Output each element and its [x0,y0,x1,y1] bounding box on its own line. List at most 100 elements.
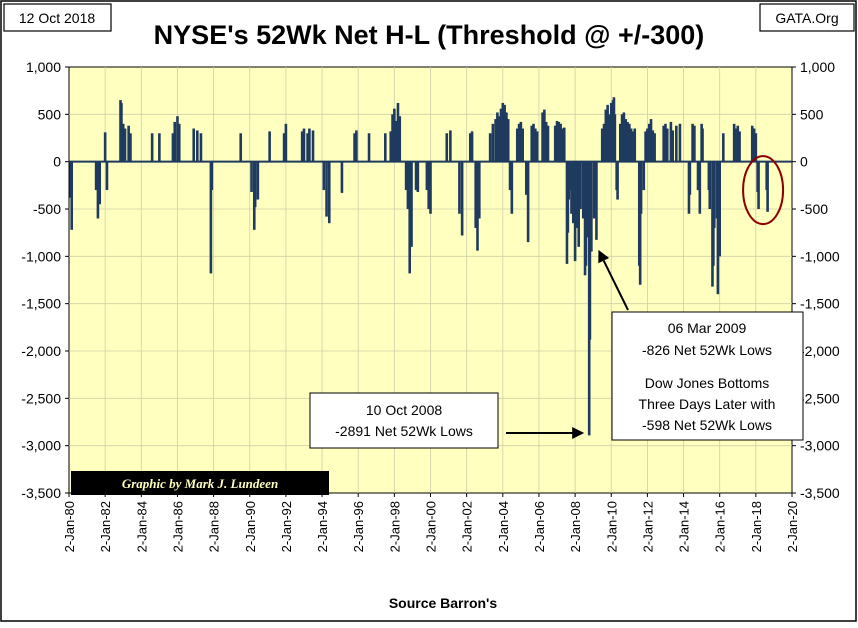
bar [394,120,398,162]
chart-title: NYSE's 52Wk Net H-L (Threshold @ +/-300) [154,20,705,50]
y-tick-label-right: -3,000 [800,438,840,454]
bar [532,123,535,162]
bar [488,133,492,162]
x-tick-label: 2-Jan-12 [640,501,655,552]
bar [460,161,464,236]
annotation-mar2009-line2: -826 Net 52Wk Lows [642,342,772,358]
bar [103,132,107,162]
x-axis: 2-Jan-80 2-Jan-82 2-Jan-84 2-Jan-86 2-Jan-88… [62,493,800,552]
x-tick-label: 2-Jan-16 [713,501,728,552]
annotation-oct2008-line2: -2891 Net 52Wk Lows [335,423,473,439]
bar [561,128,564,162]
y-tick-label-right: 0 [800,154,808,170]
bar [239,133,243,162]
y-tick-label-right: -2,000 [800,343,840,359]
annotation-oct2008-box [309,392,499,449]
bar [398,116,402,162]
bar [123,128,127,162]
bar [613,114,617,162]
bar [521,128,524,162]
bar [546,125,550,162]
annotation-mar2009-arrow [602,260,629,311]
bar [631,131,635,162]
bar [559,123,562,162]
date-label: 12 Oct 2018 [19,10,95,26]
bar [98,161,102,205]
y-tick-label-right: -3,500 [800,485,840,501]
bar [562,127,566,162]
bar [105,161,109,191]
bar [716,161,720,295]
highlight-circle [742,155,785,226]
annotation-mar2009-line6: -598 Net 52Wk Lows [642,417,772,433]
credit-banner: Graphic by Mark J. Lundeen [71,471,329,495]
y-tick-label-right: -500 [800,201,828,217]
bar [384,133,387,162]
bar [573,161,577,262]
site-box: GATA.Org [759,3,855,32]
y-tick-label-right: -1,000 [800,248,840,264]
bar [389,131,393,162]
bar [406,161,410,209]
bar [393,108,396,162]
bar [199,133,203,162]
bar [70,161,74,230]
x-tick-label: 2-Jan-86 [170,501,185,552]
bar [176,116,179,162]
bar [664,123,667,162]
x-tick-label: 2-Jan-92 [279,501,294,552]
bar [638,161,642,285]
bar [530,125,534,162]
annotation-mar2009-line4: Dow Jones Bottoms [645,375,770,391]
bar [642,161,646,191]
y-tick-label-right: -2,500 [800,390,840,406]
bar [416,161,420,192]
bar [618,123,622,162]
y-tick-label-left: -2,500 [21,390,61,406]
bar [322,161,326,191]
y-tick-label-left: 500 [38,106,62,122]
bar [628,123,631,162]
annotation-oct2008: 10 Oct 2008 -2891 Net 52Wk Lows [309,392,585,449]
bar [581,161,585,219]
bar [177,123,181,162]
bar [325,161,328,217]
bar [577,161,581,247]
bar [665,128,669,162]
bar-series [69,97,769,436]
bar [497,116,501,162]
bar [192,128,196,162]
bar [571,161,575,224]
bar [501,102,505,162]
bar [491,123,495,162]
credit-label: Graphic by Mark J. Lundeen [122,476,278,491]
bar [96,161,100,219]
annotation-mar2009: 06 Mar 2009 -826 Net 52Wk Lows Dow Jones… [598,249,804,441]
bar [588,161,592,340]
site-box-border [759,3,855,32]
x-axis-title: Source Barron's [389,595,498,611]
bar [535,131,539,162]
x-tick-label: 2-Jan-14 [677,501,692,552]
x-tick-label: 2-Jan-00 [424,501,439,552]
bar [414,161,418,191]
y-tick-label-left: 1,000 [26,59,61,75]
bar [196,130,199,162]
bar [468,133,472,162]
bar [701,128,704,162]
annotation-mar2009-box [611,311,804,441]
y-tick-label-left: -3,000 [21,438,61,454]
bar [410,161,413,247]
bar [651,130,655,162]
x-tick-label: 2-Jan-10 [604,501,619,552]
bar [494,119,497,162]
bar [250,161,253,192]
bar [738,131,741,162]
y-tick-label-left: -1,500 [21,296,61,312]
bar [602,123,606,162]
annotation-oct2008-arrowhead [572,427,585,439]
bar [94,161,98,191]
bar [367,133,371,162]
bar [526,161,530,243]
bar [120,102,123,162]
